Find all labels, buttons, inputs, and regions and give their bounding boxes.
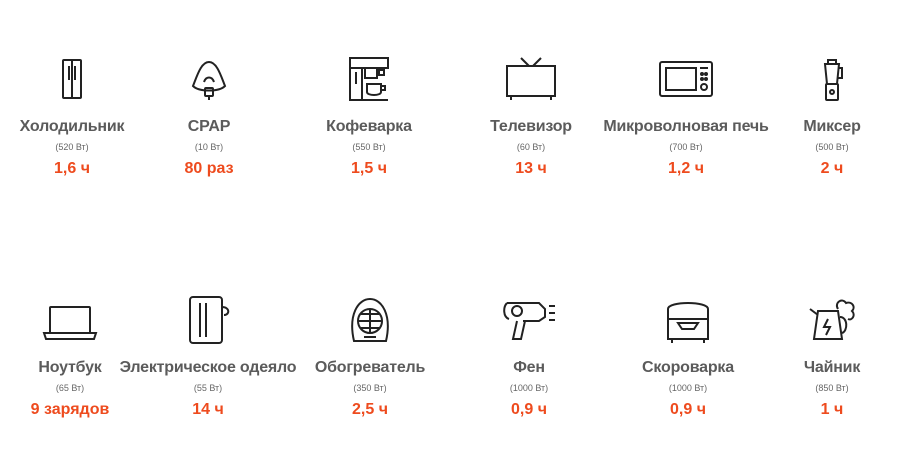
appliance-power: (1000 Вт) <box>668 383 708 393</box>
appliance-name: Фен <box>513 359 545 376</box>
appliance-runtime: 80 раз <box>184 160 234 177</box>
blender-icon <box>802 54 862 114</box>
appliance-power: (520 Вт) <box>55 142 89 152</box>
hair-dryer-icon <box>499 295 559 355</box>
appliance-runtime: 1,5 ч <box>351 160 387 177</box>
appliance-name: Обогреватель <box>314 359 426 376</box>
heater-icon <box>340 295 400 355</box>
appliance-name: Миксер <box>803 118 861 135</box>
coffee-maker-icon <box>339 54 399 114</box>
appliance-runtime: 1 ч <box>820 401 844 418</box>
tv-icon <box>501 54 561 114</box>
appliance-power: (55 Вт) <box>193 383 223 393</box>
microwave-icon <box>656 54 716 114</box>
laptop-icon <box>40 295 100 355</box>
appliance-name: CPAP <box>187 118 231 135</box>
appliance-runtime: 0,9 ч <box>670 401 706 418</box>
appliance-runtime: 1,6 ч <box>54 160 90 177</box>
appliance-power: (850 Вт) <box>815 383 849 393</box>
appliance-power: (1000 Вт) <box>509 383 549 393</box>
electric-blanket-icon <box>178 295 238 355</box>
pressure-cooker-icon <box>658 295 718 355</box>
appliance-power: (700 Вт) <box>669 142 703 152</box>
appliance-runtime: 1,2 ч <box>668 160 704 177</box>
fridge-icon <box>42 54 102 114</box>
appliance-name: Чайник <box>803 359 861 376</box>
appliance-power: (550 Вт) <box>352 142 386 152</box>
appliance-name: Холодильник <box>19 118 125 135</box>
appliance-name: Телевизор <box>490 118 572 135</box>
appliance-power: (65 Вт) <box>55 383 85 393</box>
kettle-icon <box>802 295 862 355</box>
appliance-power: (10 Вт) <box>194 142 224 152</box>
appliance-name: Кофеварка <box>326 118 412 135</box>
appliance-runtime: 9 зарядов <box>30 401 110 418</box>
appliance-name: Скороварка <box>642 359 734 376</box>
appliance-power: (60 Вт) <box>516 142 546 152</box>
appliance-runtime: 2,5 ч <box>352 401 388 418</box>
appliance-runtime: 2 ч <box>820 160 844 177</box>
appliance-power: (500 Вт) <box>815 142 849 152</box>
appliance-runtime: 0,9 ч <box>511 401 547 418</box>
cpap-mask-icon <box>179 54 239 114</box>
appliance-power: (350 Вт) <box>353 383 387 393</box>
appliance-runtime: 13 ч <box>515 160 547 177</box>
appliance-name: Микроволновая печь <box>603 118 769 135</box>
appliance-runtime: 14 ч <box>192 401 224 418</box>
appliance-name: Ноутбук <box>38 359 102 376</box>
appliance-name: Электрическое одеяло <box>119 359 297 376</box>
